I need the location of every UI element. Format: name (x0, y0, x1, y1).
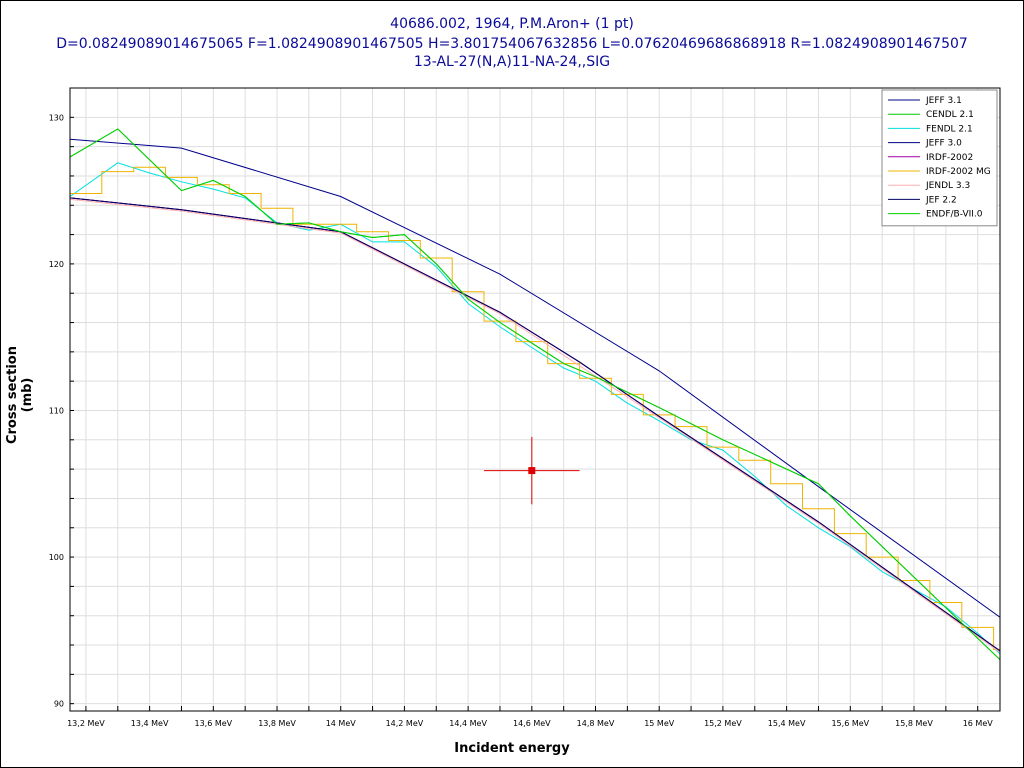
chart-title-line-2: D=0.08249089014675065 F=1.08249089014675… (56, 36, 968, 52)
experimental-points-layer (484, 436, 580, 505)
legend-label-0: JEFF 3.1 (925, 96, 962, 106)
series-line-8 (70, 128, 1000, 661)
series-line-3 (70, 197, 1000, 652)
legend-label-1: CENDL 2.1 (926, 110, 974, 120)
experimental-point (528, 467, 536, 475)
series-line-6 (70, 198, 1000, 653)
chart-title-line-3: 13-AL-27(N,A)11-NA-24,,SIG (413, 54, 611, 70)
legend-label-6: JENDL 3.3 (925, 181, 970, 191)
x-tick-label: 14,8 MeV (577, 719, 615, 728)
y-tick-label: 90 (54, 700, 64, 709)
x-tick-label: 15,4 MeV (768, 719, 806, 728)
y-tick-label: 120 (49, 260, 64, 269)
x-tick-label: 13,2 MeV (67, 719, 105, 728)
grid-layer (70, 87, 1000, 711)
x-tick-label: 14 MeV (326, 719, 357, 728)
x-tick-label: 14,2 MeV (386, 719, 424, 728)
axis-layer: 13,2 MeV 13,4 MeV 13,6 MeV 13,8 MeV 14 MeV 14… (49, 87, 994, 728)
x-tick-label: 15,6 MeV (831, 719, 869, 728)
legend-label-8: ENDF/B-VII.0 (926, 210, 983, 220)
x-tick-label: 14,6 MeV (513, 719, 551, 728)
legend: JEFF 3.1 CENDL 2.1 FENDL 2.1 JEFF 3.0 IRDF-2… (881, 89, 998, 227)
x-tick-label: 15,2 MeV (704, 719, 742, 728)
y-tick-label: 110 (49, 406, 64, 415)
y-tick-label: 130 (49, 113, 64, 122)
y-tick-label: 100 (49, 553, 64, 562)
series-line-2 (70, 162, 1000, 655)
x-tick-label: 14,4 MeV (449, 719, 487, 728)
series-line-5 (70, 166, 1000, 650)
x-tick-label: 13,8 MeV (258, 719, 296, 728)
legend-label-2: FENDL 2.1 (926, 124, 973, 134)
series-line-7 (70, 197, 1000, 652)
legend-box (881, 89, 998, 227)
chart-title-line-1: 40686.002, 1964, P.M.Aron+ (1 pt) (390, 16, 634, 32)
x-tick-label: 15 MeV (644, 719, 675, 728)
legend-label-7: JEF 2.2 (925, 195, 957, 205)
plot-area-border (69, 87, 1001, 712)
legend-label-5: IRDF-2002 MG (926, 167, 991, 177)
x-tick-label: 13,6 MeV (194, 719, 232, 728)
x-tick-label: 16 MeV (963, 719, 994, 728)
legend-label-3: JEFF 3.0 (925, 139, 962, 149)
series-layer (70, 128, 1000, 661)
series-line-4 (70, 197, 1000, 652)
legend-label-4: IRDF-2002 (926, 153, 973, 163)
x-axis-label: Incident energy (454, 741, 570, 756)
series-line-0 (70, 138, 1000, 618)
x-tick-label: 13,4 MeV (131, 719, 169, 728)
series-line-1 (70, 128, 1000, 661)
x-tick-label: 15,8 MeV (895, 719, 933, 728)
